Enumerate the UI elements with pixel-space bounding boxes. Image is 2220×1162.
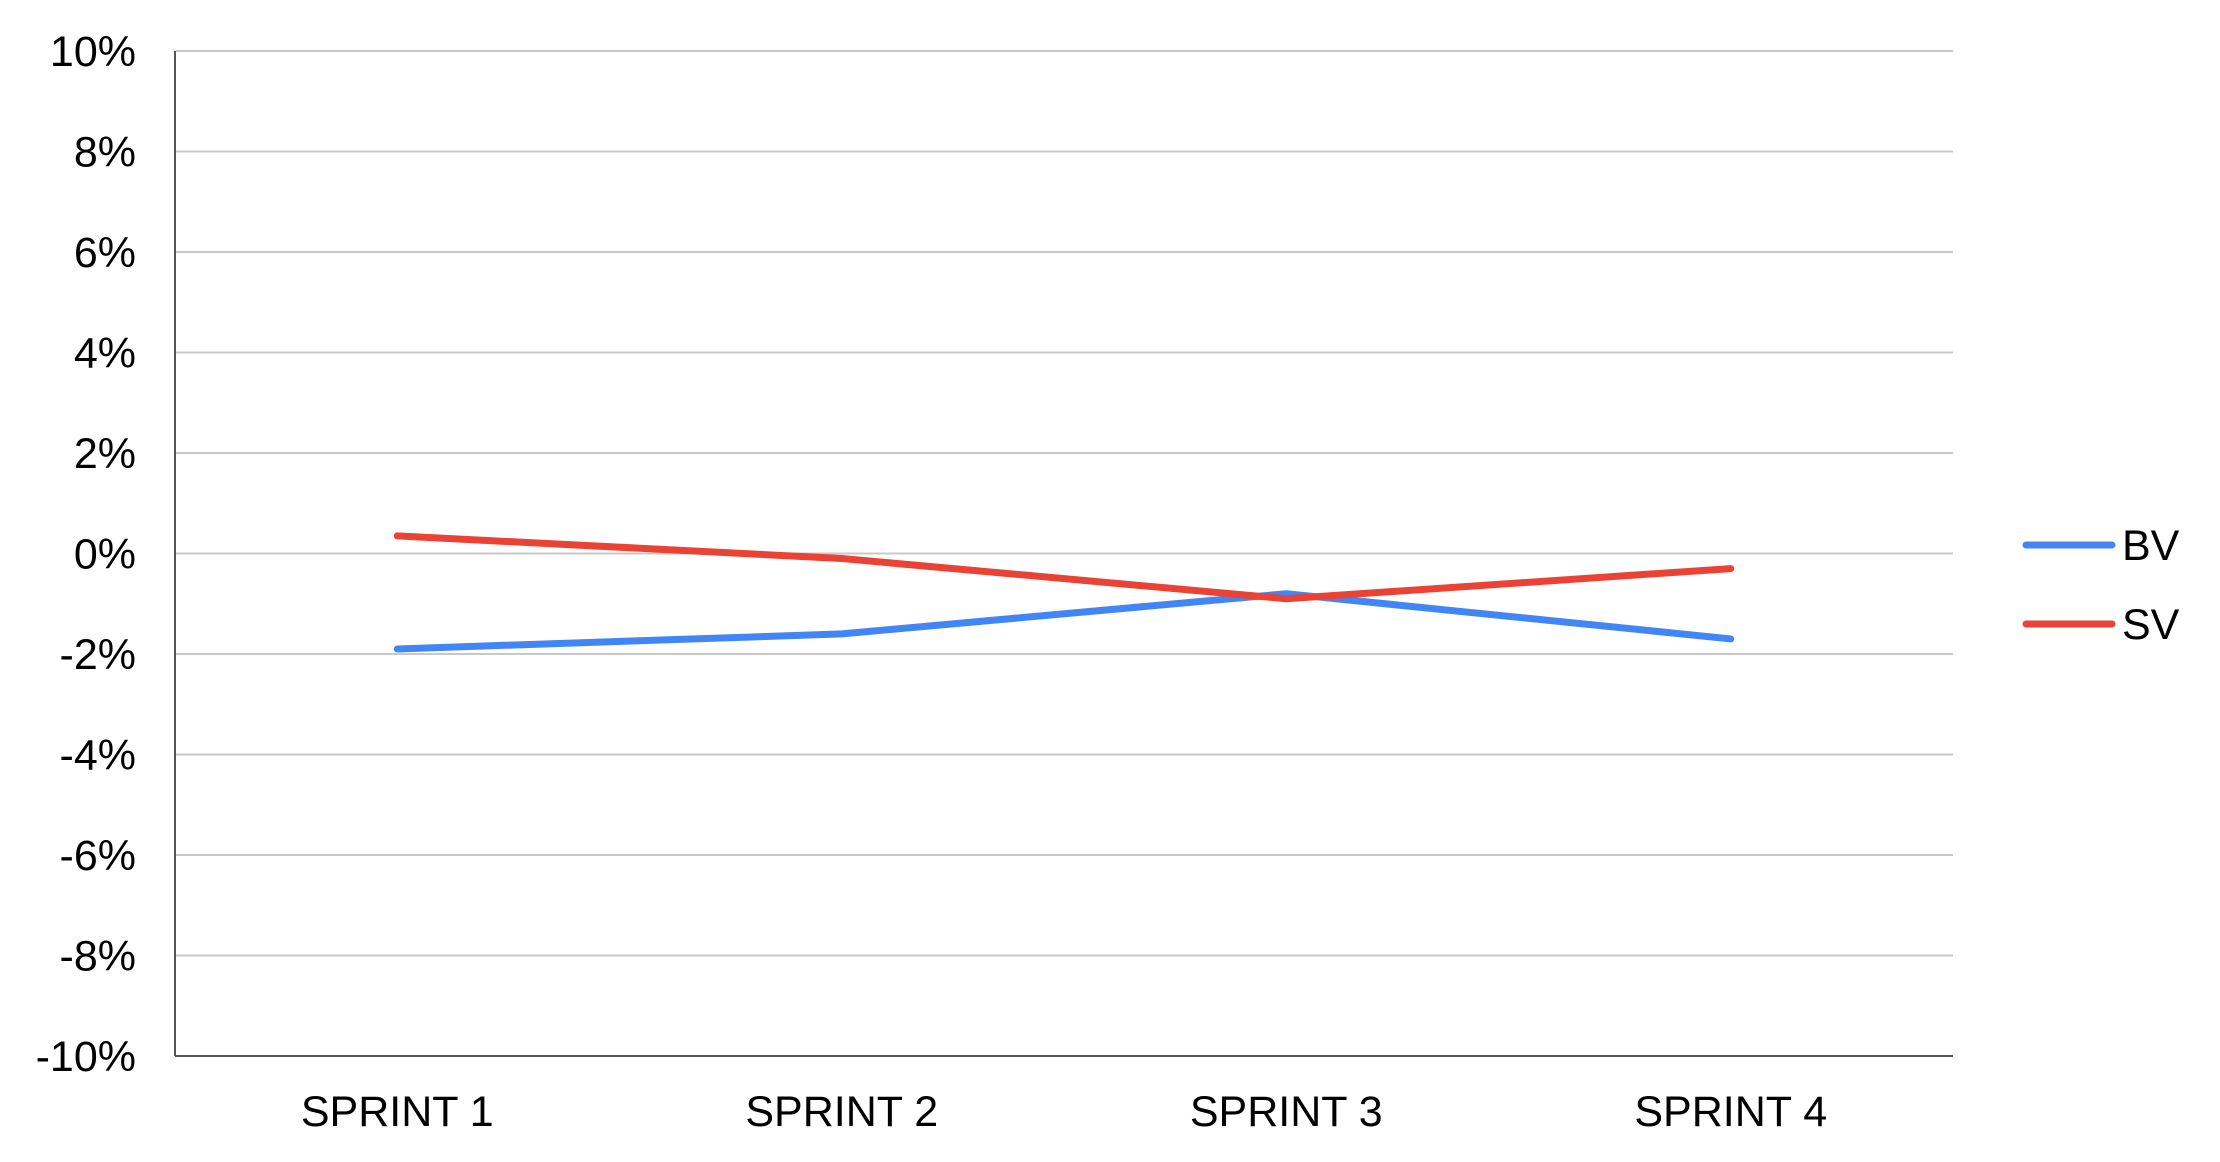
y-tick-label: 0%	[74, 531, 136, 579]
legend-label: SV	[2122, 601, 2180, 649]
y-tick-label: -4%	[60, 732, 136, 780]
y-tick-label: 10%	[50, 28, 136, 76]
series-line-sv	[393, 532, 1735, 603]
series-layer	[393, 532, 1735, 653]
y-axis-tick-labels: 10% 8% 6% 4% 2% 0% -2% -4% -6% -8% -10%	[36, 28, 136, 1081]
y-tick-label: 8%	[74, 129, 136, 177]
grid-layer	[175, 50, 1953, 1057]
x-tick-label: SPRINT 3	[1190, 1088, 1383, 1136]
legend-item-sv: SV	[2022, 601, 2180, 649]
x-tick-label: SPRINT 1	[301, 1088, 494, 1136]
y-tick-label: 2%	[74, 430, 136, 478]
x-tick-label: SPRINT 2	[745, 1088, 938, 1136]
axis-layer	[174, 51, 1953, 1057]
y-tick-label: -10%	[36, 1033, 136, 1081]
y-tick-label: -6%	[60, 832, 136, 880]
x-tick-label: SPRINT 4	[1634, 1088, 1827, 1136]
legend-label: BV	[2122, 522, 2180, 570]
y-tick-label: 4%	[74, 330, 136, 378]
legend: BV SV	[2022, 522, 2180, 649]
y-tick-label: -2%	[60, 631, 136, 679]
y-tick-label: 6%	[74, 229, 136, 277]
y-tick-label: -8%	[60, 933, 136, 981]
series-line-bv	[393, 590, 1735, 653]
legend-item-bv: BV	[2022, 522, 2180, 570]
x-axis-tick-labels: SPRINT 1 SPRINT 2 SPRINT 3 SPRINT 4	[301, 1088, 1827, 1136]
